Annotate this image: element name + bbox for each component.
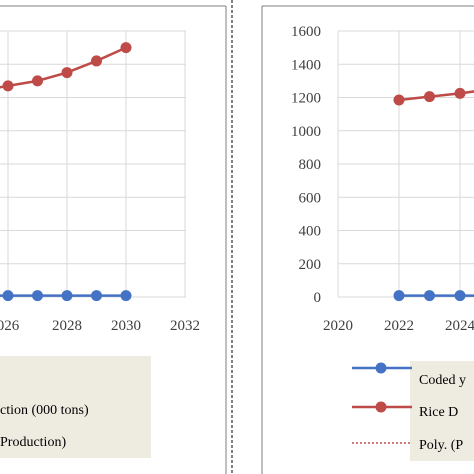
left-series-2-point bbox=[61, 290, 73, 302]
left-legend-entry-2: Production) bbox=[0, 435, 66, 450]
right-series-1-line bbox=[398, 90, 474, 102]
right-series-1-point bbox=[454, 87, 466, 99]
left-series-2-point bbox=[91, 290, 102, 302]
right-series-2-point bbox=[393, 290, 405, 302]
left-series-1-point bbox=[91, 55, 102, 67]
right-y-tick-label: 1000 bbox=[291, 124, 321, 140]
left-x-tick-labels: 026 2028 2030 2032 bbox=[0, 318, 200, 334]
right-x-tick-label: 2020 bbox=[323, 318, 353, 334]
right-series-1-point bbox=[424, 91, 435, 103]
legend-coded-swatch-marker bbox=[375, 362, 387, 374]
right-legend-entry-3: Poly. (P bbox=[419, 438, 463, 453]
right-y-tick-label: 800 bbox=[299, 157, 322, 173]
left-series-1-point bbox=[2, 80, 14, 92]
right-x-tick-label: 2024 bbox=[445, 318, 474, 334]
right-y-tick-labels: 0 200 400 600 800 1000 1200 1400 1600 bbox=[291, 24, 321, 306]
right-y-tick-label: 200 bbox=[299, 257, 322, 273]
right-legend-entry-1: Coded y bbox=[419, 373, 466, 388]
right-series-2-point bbox=[424, 290, 435, 302]
left-series-1-point bbox=[32, 75, 43, 87]
left-series-2-point bbox=[120, 290, 132, 302]
right-y-tick-label: 1600 bbox=[291, 24, 321, 40]
left-x-tick-label: 026 bbox=[0, 318, 20, 334]
left-series-2-point bbox=[2, 290, 14, 302]
right-series-2-point bbox=[454, 290, 466, 302]
right-series-group bbox=[393, 87, 474, 302]
left-series-group bbox=[0, 42, 132, 302]
left-x-tick-label: 2030 bbox=[111, 318, 141, 334]
right-legend-entry-2: Rice D bbox=[419, 405, 458, 420]
left-legend-box bbox=[0, 356, 151, 458]
legend-rice-swatch-marker bbox=[375, 401, 387, 413]
right-y-tick-label: 1400 bbox=[291, 57, 321, 73]
right-legend-box bbox=[410, 361, 474, 461]
right-series-1-point bbox=[393, 94, 405, 106]
left-legend-entry-1: ction (000 tons) bbox=[0, 403, 89, 418]
left-series-2-point bbox=[32, 290, 43, 302]
right-y-tick-label: 400 bbox=[299, 224, 322, 240]
left-series-1-point bbox=[120, 42, 132, 54]
left-x-tick-label: 2028 bbox=[52, 318, 82, 334]
right-y-tick-label: 600 bbox=[299, 190, 322, 206]
left-gridlines bbox=[0, 30, 186, 297]
left-series-1-point bbox=[61, 67, 73, 79]
right-gridlines bbox=[337, 30, 474, 297]
left-x-tick-label: 2032 bbox=[170, 318, 200, 334]
right-x-tick-labels: 2020 2022 2024 bbox=[323, 318, 474, 334]
right-y-tick-label: 1200 bbox=[291, 91, 321, 107]
right-y-tick-label: 0 bbox=[314, 290, 322, 306]
right-x-tick-label: 2022 bbox=[384, 318, 414, 334]
